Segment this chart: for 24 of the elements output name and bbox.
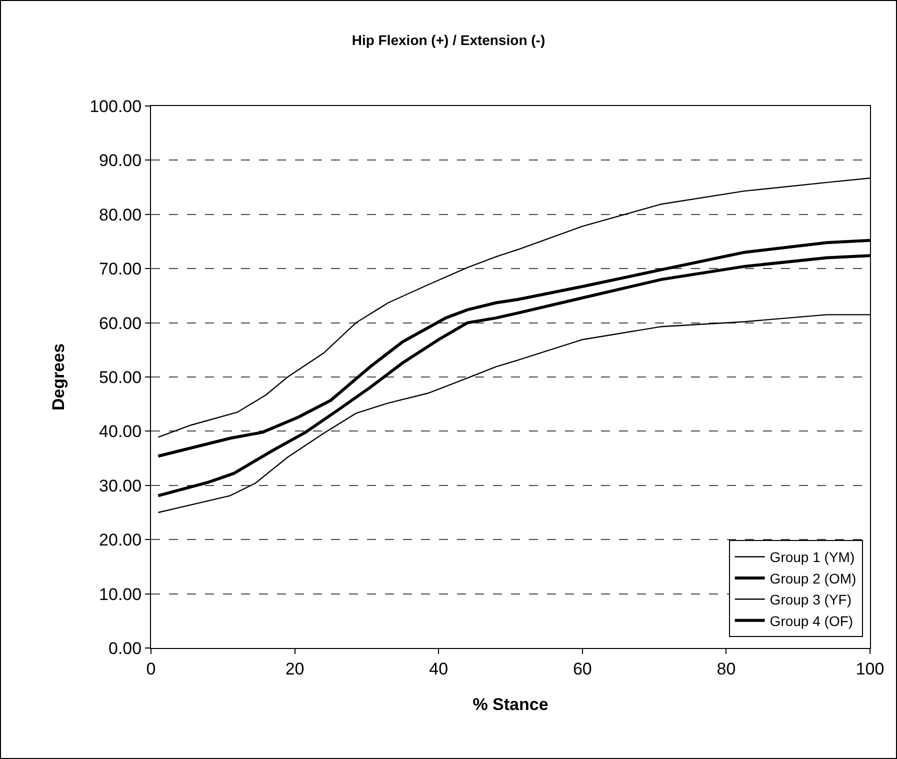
legend-label: Group 3 (YF): [770, 592, 852, 608]
y-axis-title: Degrees: [49, 343, 68, 411]
x-tick-label: 80: [716, 659, 736, 678]
x-axis-title: % Stance: [472, 694, 548, 714]
y-tick-label: 60.00: [99, 314, 142, 333]
y-tick-label: 100.00: [90, 96, 142, 116]
y-tick-label: 50.00: [99, 368, 142, 387]
x-tick-label: 20: [285, 659, 304, 678]
y-tick-label: 90.00: [99, 151, 142, 170]
x-tick-label: 40: [429, 659, 448, 678]
y-tick-label: 40.00: [99, 422, 142, 442]
y-tick-label: 80.00: [99, 205, 142, 224]
x-tick-label: 60: [572, 659, 592, 678]
y-tick-label: 10.00: [99, 584, 142, 604]
x-tick-label: 100: [856, 659, 884, 678]
chart-title: Hip Flexion (+) / Extension (-): [352, 32, 546, 48]
y-tick-label: 20.00: [99, 530, 142, 550]
y-tick-label: 30.00: [99, 476, 142, 496]
x-tick-label: 0: [146, 659, 156, 678]
legend-label: Group 4 (OF): [770, 612, 854, 629]
legend-label: Group 2 (OM): [770, 570, 856, 586]
y-tick-label: 0.00: [108, 638, 142, 658]
y-tick-label: 70.00: [99, 260, 142, 279]
legend-label: Group 1 (YM): [770, 549, 855, 566]
